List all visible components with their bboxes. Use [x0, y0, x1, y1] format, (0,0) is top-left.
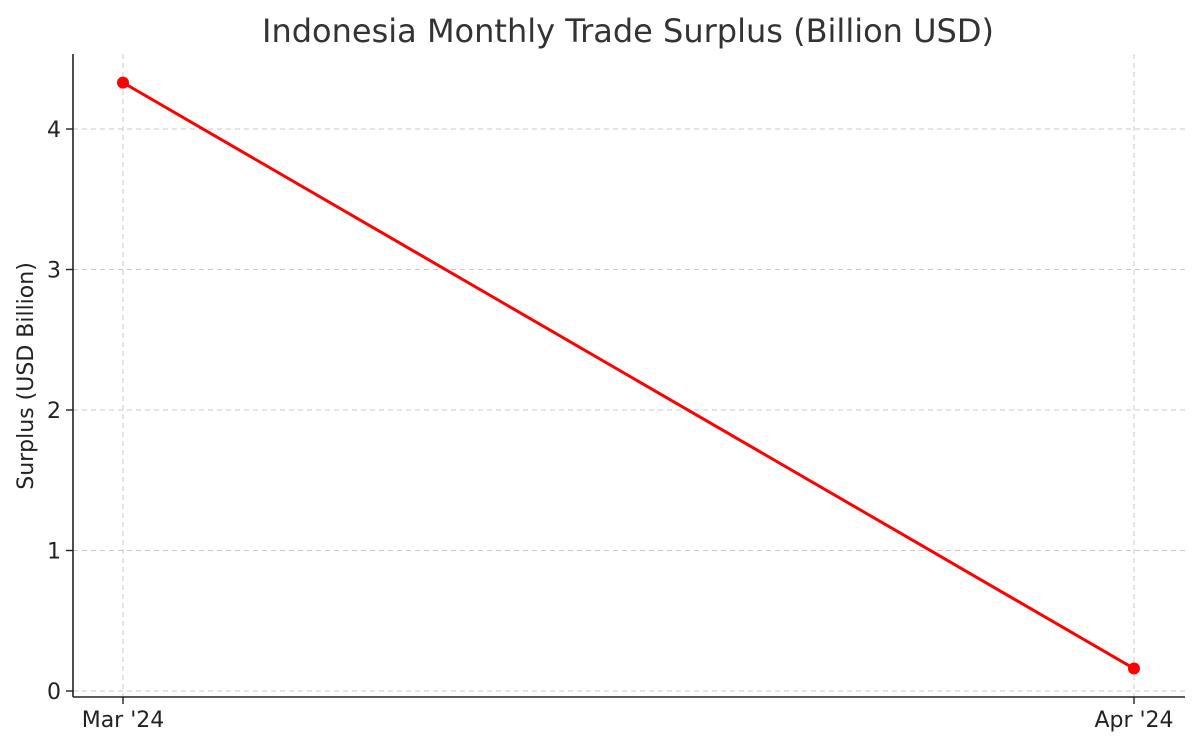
- grid-layer: [73, 54, 1185, 697]
- axes-layer: [72, 54, 1185, 698]
- chart-title: Indonesia Monthly Trade Surplus (Billion…: [262, 12, 994, 50]
- y-tick-label: 3: [47, 259, 61, 284]
- series-layer: [117, 76, 1140, 675]
- x-tick-label: Apr '24: [1094, 708, 1173, 733]
- y-tick-label: 4: [47, 118, 61, 143]
- ticks-layer: 0 1 2 3 4 Mar '24 Apr '24: [47, 118, 1174, 733]
- y-tick-label: 1: [47, 540, 61, 565]
- y-tick-label: 0: [47, 680, 61, 705]
- x-tick-label: Mar '24: [82, 708, 165, 733]
- data-point: [117, 76, 129, 89]
- data-point: [1128, 662, 1140, 675]
- y-tick-label: 2: [47, 399, 61, 424]
- y-axis-label: Surplus (USD Billion): [14, 262, 39, 490]
- series-line: [122, 81, 1135, 670]
